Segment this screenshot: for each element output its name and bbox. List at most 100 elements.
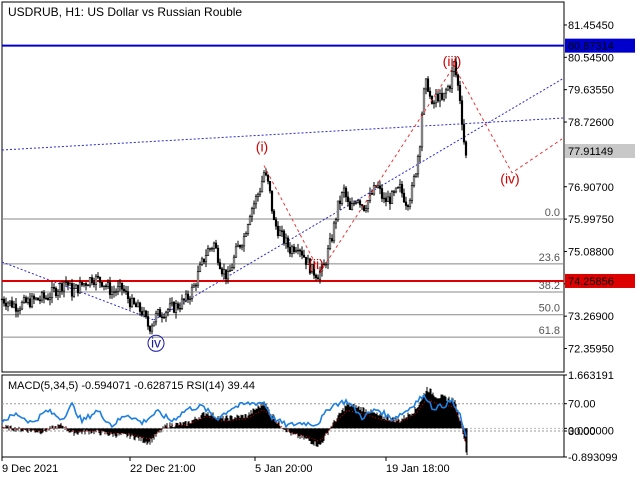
- candle-body: [226, 271, 230, 280]
- candle-body: [304, 256, 308, 265]
- candle-body: [286, 237, 290, 248]
- candle-body: [14, 303, 18, 312]
- candle-body: [186, 293, 190, 300]
- candle-body: [168, 303, 172, 310]
- candle-body: [328, 238, 332, 250]
- candle-body: [446, 86, 450, 91]
- candle-body: [258, 191, 262, 195]
- price-tick-label: 79.63550: [568, 85, 614, 97]
- candle-body: [28, 298, 32, 308]
- candle-body: [412, 176, 416, 186]
- candle-body: [222, 269, 226, 275]
- candle-body: [174, 303, 178, 313]
- candle-body: [262, 172, 266, 182]
- candle-body: [360, 204, 364, 206]
- candle-body: [108, 282, 112, 295]
- candle-body: [176, 303, 180, 309]
- candle-body: [216, 247, 220, 263]
- indicator-tick-label: 70.00: [568, 399, 596, 411]
- candle-body: [190, 286, 194, 299]
- candle-body: [464, 141, 468, 156]
- wave-circle: [147, 334, 165, 352]
- candle-body: [458, 85, 462, 101]
- candle-body: [242, 236, 246, 247]
- candle-body: [118, 282, 122, 287]
- trend-line: [153, 77, 565, 321]
- candle-body: [152, 321, 156, 327]
- candle-body: [94, 275, 98, 285]
- candle-body: [20, 301, 24, 310]
- indicator-layer: [1, 387, 564, 456]
- candle-body: [294, 250, 298, 252]
- price-tick-label: 75.08800: [568, 246, 614, 258]
- candle-body: [32, 295, 36, 300]
- candle-body: [264, 172, 268, 176]
- candle-body: [330, 238, 334, 242]
- wave-label: (iv): [500, 170, 519, 186]
- candle-body: [142, 310, 146, 316]
- candle-body: [316, 277, 320, 280]
- price-label-text: 77.91149: [568, 146, 613, 158]
- candle-body: [450, 71, 454, 89]
- candle-body: [104, 285, 108, 287]
- candle-body: [42, 292, 46, 299]
- candle-body: [444, 89, 448, 94]
- candle-body: [172, 302, 176, 313]
- candle-body: [358, 200, 362, 205]
- price-label-box: [565, 144, 635, 159]
- candle-body: [406, 205, 410, 208]
- candle-body: [348, 201, 352, 210]
- candle-body: [300, 250, 304, 256]
- candle-body: [400, 184, 404, 194]
- candle-body: [378, 185, 382, 189]
- candle-body: [448, 86, 452, 89]
- candle-body: [312, 264, 316, 276]
- candle-body: [298, 249, 302, 252]
- candle-body: [382, 197, 386, 200]
- candle-body: [418, 146, 422, 157]
- candle-body: [308, 258, 312, 274]
- candle-body: [442, 92, 446, 100]
- candle-body: [100, 282, 104, 287]
- candle-body: [370, 193, 374, 195]
- candle-body: [440, 93, 444, 100]
- candle-body: [282, 230, 286, 244]
- candle-body: [88, 277, 92, 286]
- fib-level-label: 50.0: [539, 303, 560, 315]
- candle-body: [234, 246, 238, 258]
- candle-body: [354, 202, 358, 204]
- candle-body: [160, 316, 164, 319]
- indicator-tick-label: 1.663191: [568, 370, 614, 382]
- candle-body: [230, 267, 234, 271]
- candle-body: [114, 291, 118, 293]
- candle-body: [26, 298, 30, 303]
- candle-body: [390, 191, 394, 204]
- candle-body: [228, 270, 232, 272]
- wave-label: (ii): [308, 256, 324, 272]
- candle-body: [432, 102, 436, 105]
- candle-body: [212, 242, 216, 249]
- candle-body: [314, 274, 318, 279]
- candle-body: [214, 242, 218, 249]
- candle-body: [0, 298, 4, 301]
- candle-body: [30, 295, 34, 308]
- candle-body: [296, 249, 300, 252]
- candle-body: [392, 191, 396, 193]
- candle-body: [36, 297, 40, 301]
- candle-body: [220, 268, 224, 275]
- candle-body: [52, 287, 56, 289]
- candle-body: [398, 184, 402, 188]
- candle-body: [454, 61, 458, 76]
- candle-body: [276, 225, 280, 237]
- price-label-text: 80.87314: [568, 41, 614, 53]
- time-tick-label: 22 Dec 21:00: [130, 463, 195, 475]
- indicator-tick-label: 0.000000: [568, 425, 614, 437]
- candle-body: [86, 284, 90, 287]
- candle-body: [96, 275, 100, 278]
- candle-body: [98, 276, 102, 283]
- wave-label: (i): [256, 138, 268, 154]
- candle-body: [106, 282, 110, 287]
- candle-body: [122, 288, 126, 292]
- candle-body: [54, 288, 58, 297]
- candle-body: [404, 201, 408, 206]
